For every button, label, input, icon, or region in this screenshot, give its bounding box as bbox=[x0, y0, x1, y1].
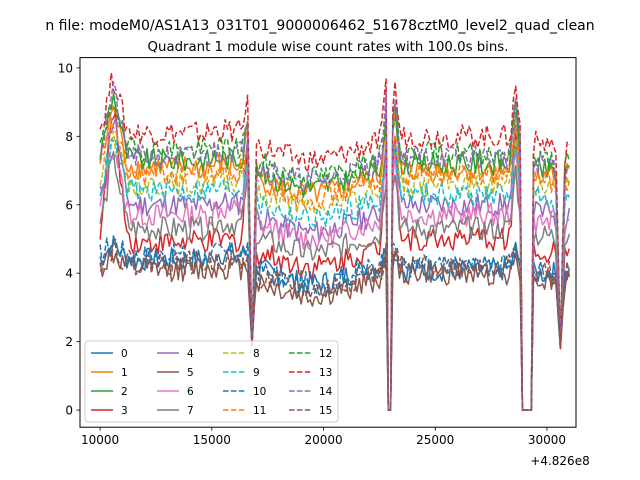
legend-label: 13 bbox=[319, 367, 332, 379]
x-offset-label: +4.826e8 bbox=[530, 454, 589, 468]
legend-label: 8 bbox=[253, 348, 260, 360]
series-line-3 bbox=[99, 112, 571, 411]
y-tick-label: 10 bbox=[58, 61, 73, 75]
y-tick-label: 4 bbox=[65, 267, 73, 281]
y-tick-label: 2 bbox=[65, 335, 73, 349]
figure-suptitle: n file: modeM0/AS1A13_031T01_9000006462_… bbox=[45, 18, 594, 34]
series-line-8 bbox=[99, 130, 571, 411]
legend-label: 14 bbox=[319, 386, 333, 398]
legend-label: 1 bbox=[121, 367, 128, 379]
y-tick-label: 0 bbox=[65, 404, 73, 418]
x-tick-label: 20000 bbox=[304, 433, 342, 447]
x-tick-label: 15000 bbox=[193, 433, 231, 447]
legend-label: 7 bbox=[187, 405, 194, 417]
series-line-4 bbox=[99, 117, 571, 411]
y-axis: 0 2 4 6 8 10 bbox=[58, 61, 80, 418]
x-tick-label: 10000 bbox=[81, 433, 119, 447]
series-line-9 bbox=[99, 138, 570, 411]
legend-label: 12 bbox=[319, 348, 332, 360]
x-tick-label: 30000 bbox=[528, 433, 566, 447]
series-line-6 bbox=[99, 150, 570, 411]
chart-title: Quadrant 1 module wise count rates with … bbox=[148, 40, 509, 55]
series-line-7 bbox=[99, 151, 571, 411]
legend-label: 11 bbox=[253, 405, 266, 417]
x-axis: 10000 15000 20000 25000 30000 bbox=[81, 427, 566, 447]
x-tick-label: 25000 bbox=[416, 433, 454, 447]
series-line-5 bbox=[99, 249, 570, 411]
series-line-12 bbox=[99, 97, 571, 411]
series-line-10 bbox=[99, 237, 570, 411]
series-layer bbox=[99, 72, 571, 411]
legend-box bbox=[84, 340, 339, 423]
legend-label: 2 bbox=[121, 386, 128, 398]
legend-label: 10 bbox=[253, 386, 266, 398]
legend-label: 0 bbox=[121, 348, 128, 360]
legend-label: 4 bbox=[187, 348, 194, 360]
y-tick-label: 8 bbox=[65, 130, 73, 144]
legend-label: 5 bbox=[187, 367, 194, 379]
legend-label: 3 bbox=[121, 405, 128, 417]
legend-label: 6 bbox=[187, 386, 194, 398]
legend-label: 9 bbox=[253, 367, 260, 379]
legend-label: 15 bbox=[319, 405, 332, 417]
series-line-11 bbox=[99, 117, 571, 411]
y-tick-label: 6 bbox=[65, 198, 73, 212]
series-line-15 bbox=[99, 240, 571, 411]
series-line-14 bbox=[99, 81, 570, 411]
plot-frame bbox=[79, 57, 577, 428]
